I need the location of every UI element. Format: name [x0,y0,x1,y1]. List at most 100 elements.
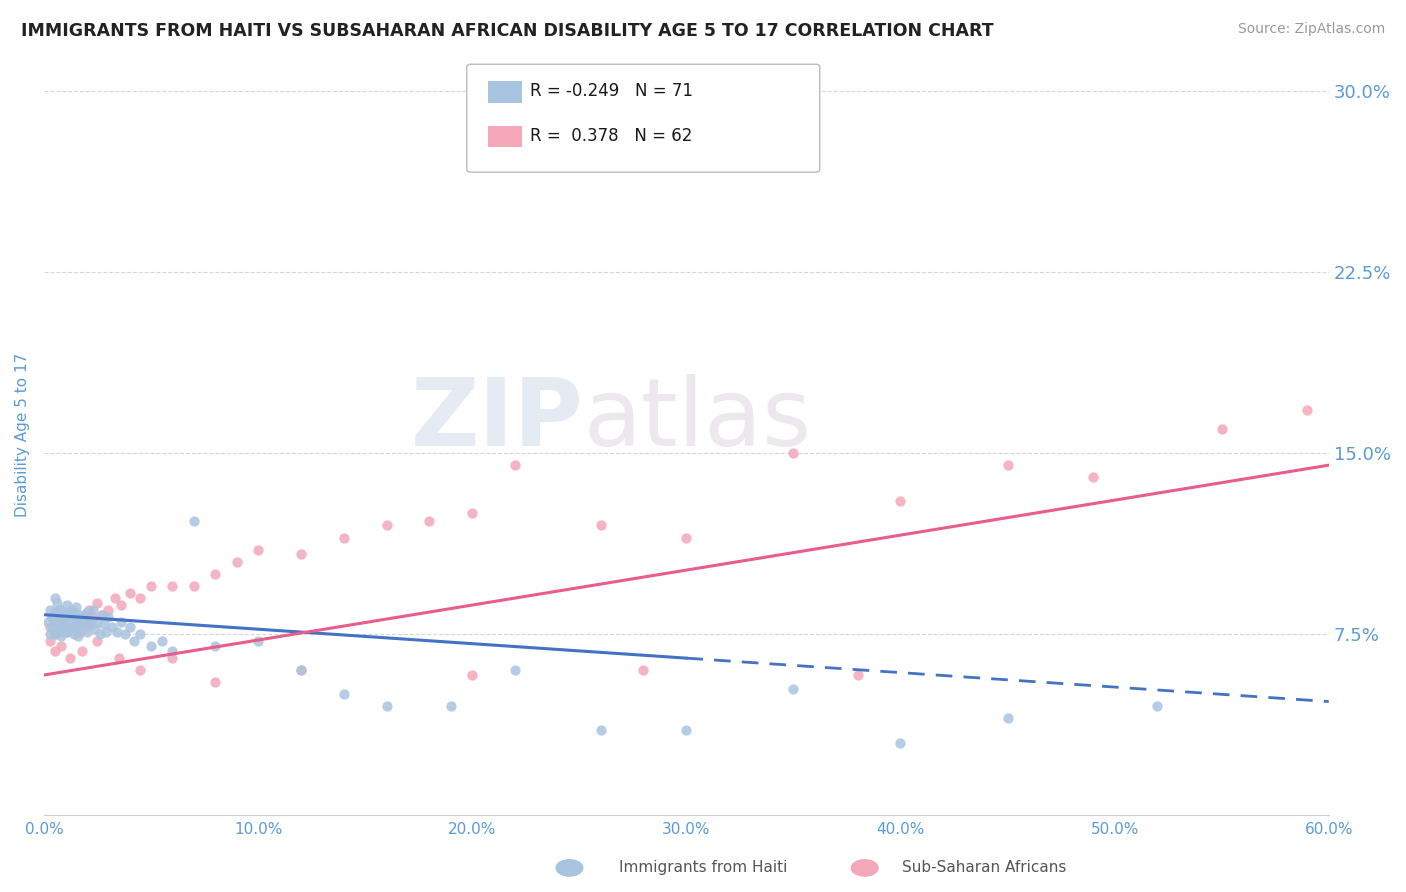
Point [225,555,247,569]
Point [49,603,72,617]
Point [1211,422,1233,436]
Point [97,603,120,617]
Point [204,566,226,581]
Point [52,610,75,624]
Point [39,603,62,617]
Point [782,446,804,460]
Point [247,542,270,557]
Point [63,610,86,624]
Point [675,723,697,738]
Point [56,624,79,639]
Point [90,607,112,622]
Point [461,507,484,521]
Point [90,607,112,622]
Point [103,591,125,605]
Point [82,610,104,624]
Point [589,723,612,738]
Point [41,610,63,624]
Point [44,644,66,658]
Point [418,514,440,528]
Point [162,651,184,665]
Point [41,610,63,624]
Point [45,617,67,632]
Point [129,627,152,641]
Point [77,613,100,627]
Text: Immigrants from Haiti: Immigrants from Haiti [619,861,787,875]
Point [58,622,80,636]
Text: IMMIGRANTS FROM HAITI VS SUBSAHARAN AFRICAN DISABILITY AGE 5 TO 17 CORRELATION C: IMMIGRANTS FROM HAITI VS SUBSAHARAN AFRI… [21,22,994,40]
Point [997,458,1019,472]
Point [69,622,91,636]
Point [118,586,141,600]
Point [183,514,205,528]
Point [39,634,62,648]
Point [72,610,94,624]
Point [56,598,79,612]
Point [48,607,70,622]
Point [332,687,354,701]
Point [63,627,86,641]
Point [76,605,98,619]
Point [118,620,141,634]
Point [45,617,67,632]
Point [1146,699,1168,714]
Point [84,622,107,636]
Point [49,615,72,629]
Point [139,639,162,653]
Point [65,617,87,632]
Point [375,518,398,533]
Point [440,699,463,714]
Point [503,663,526,677]
Point [56,624,79,639]
Point [1083,470,1105,484]
Point [129,663,152,677]
Point [69,624,91,639]
Point [53,617,76,632]
Point [101,620,124,634]
Text: Source: ZipAtlas.com: Source: ZipAtlas.com [1237,22,1385,37]
Point [204,639,226,653]
Point [105,624,128,639]
Point [290,548,312,562]
Point [60,615,83,629]
Point [53,605,76,619]
Point [97,610,120,624]
Point [49,622,72,636]
Point [72,615,94,629]
Point [86,615,108,629]
Point [52,610,75,624]
Point [183,579,205,593]
Point [846,668,869,682]
Point [110,615,132,629]
Point [82,603,104,617]
Point [108,651,131,665]
Point [58,607,80,622]
Point [72,644,94,658]
Text: atlas: atlas [583,374,811,466]
Point [139,579,162,593]
Point [44,591,66,605]
Point [80,615,103,629]
Point [247,634,270,648]
Point [65,600,87,615]
Point [44,605,66,619]
Point [76,624,98,639]
Point [67,610,90,624]
Point [889,494,911,508]
Point [204,675,226,690]
Point [110,598,132,612]
Point [49,639,72,653]
Point [49,629,72,643]
Point [114,627,136,641]
Point [67,615,90,629]
Point [122,634,145,648]
Point [332,531,354,545]
Point [675,531,697,545]
Point [290,663,312,677]
Point [290,663,312,677]
Point [76,620,98,634]
Point [44,627,66,641]
Point [60,620,83,634]
Point [889,735,911,749]
Point [73,617,96,632]
